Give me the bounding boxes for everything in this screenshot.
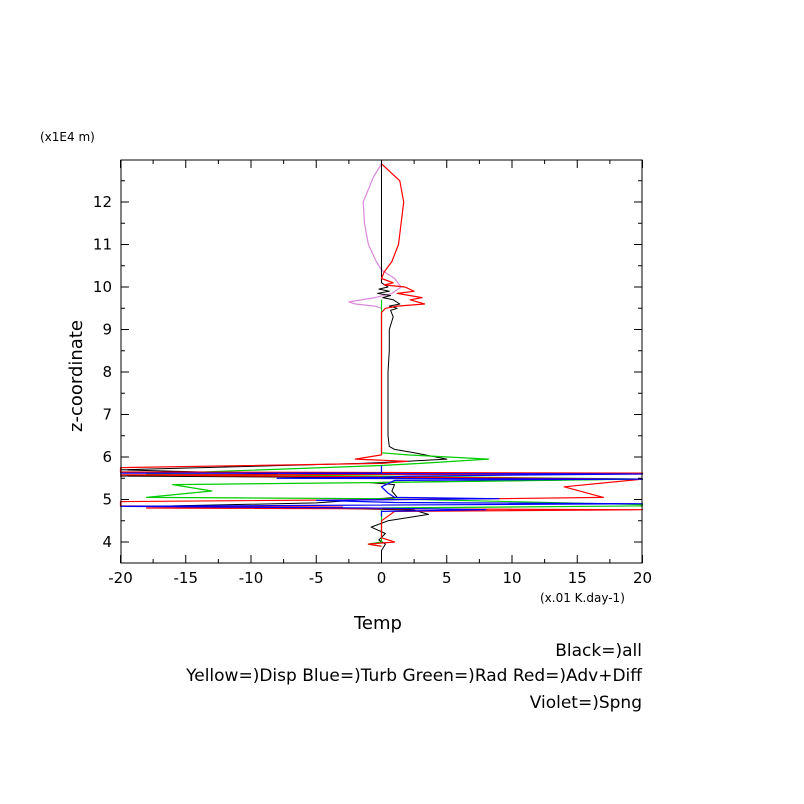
y-tick-label: 5 [102,491,112,509]
legend-line-1: Black=)all [555,641,642,661]
x-tick-label: -10 [239,569,264,587]
y-tick-label: 12 [93,193,112,211]
y-tick-label: 7 [102,406,112,424]
tick-layer: -20 -15 -10 -5 0 5 10 15 20 4 5 6 7 8 9 10 11 12 [93,160,652,587]
legend-line-2: Yellow=)Disp Blue=)Turb Green=)Rad Red=)… [185,666,643,686]
x-tick-label: -15 [174,569,199,587]
y-unit-label: (x1E4 m) [40,130,95,144]
x-tick-label: 0 [377,569,387,587]
y-tick-label: 10 [93,278,112,296]
y-tick-label: 11 [93,236,112,254]
y-axis-label: z-coordinate [66,320,87,432]
y-tick-label: 4 [102,533,112,551]
x-tick-label: -20 [108,569,133,587]
y-tick-label: 6 [102,448,112,466]
x-tick-label: 5 [442,569,452,587]
x-axis-label: Temp [353,613,402,634]
x-tick-label: -5 [309,569,324,587]
legend-line-3: Violet=)Spng [530,693,642,713]
x-tick-label: 10 [502,569,521,587]
x-tick-label: 20 [633,569,652,587]
series-line-spng [348,163,402,309]
series-line-turb [119,465,644,517]
x-unit-label: (x.01 K.day-1) [540,591,625,605]
y-tick-label: 8 [102,363,112,381]
y-tick-label: 9 [102,321,112,339]
x-tick-label: 15 [568,569,587,587]
